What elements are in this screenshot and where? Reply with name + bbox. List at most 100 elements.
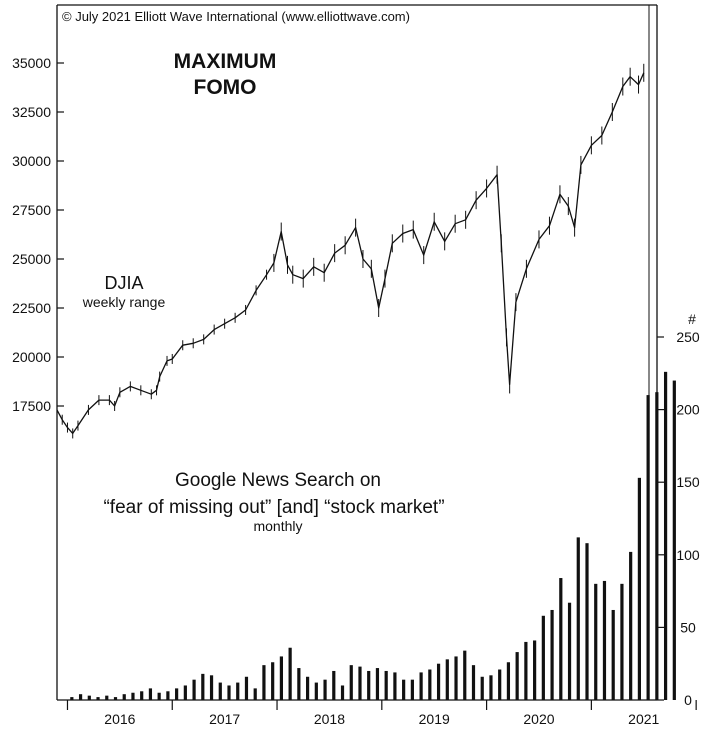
bar-mark bbox=[506, 662, 511, 700]
bar-mark bbox=[166, 691, 170, 700]
bar-mark bbox=[297, 668, 301, 700]
djia-y-tick-label: 30000 bbox=[12, 153, 51, 169]
bar-mark bbox=[576, 537, 580, 700]
bar-mark bbox=[140, 691, 144, 700]
bar-mark bbox=[445, 659, 449, 700]
bar-mark bbox=[201, 673, 205, 700]
bar-mark bbox=[340, 685, 345, 700]
bar-mark bbox=[236, 682, 240, 700]
djia-y-tick-label: 17500 bbox=[12, 398, 51, 414]
bar-mark bbox=[620, 583, 624, 700]
bar-mark bbox=[148, 688, 153, 700]
count-y-tick-label: 100 bbox=[676, 547, 700, 563]
bar-mark bbox=[78, 694, 83, 700]
djia-y-tick-label: 32500 bbox=[12, 104, 51, 120]
bar-mark bbox=[480, 676, 484, 700]
bar-mark bbox=[393, 672, 397, 700]
bar-mark bbox=[105, 695, 109, 700]
google-label-line2: “fear of missing out” [and] “stock marke… bbox=[103, 497, 444, 518]
bar-mark bbox=[323, 679, 327, 700]
bar-mark bbox=[655, 392, 659, 700]
bar-mark bbox=[489, 675, 493, 700]
bar-mark bbox=[410, 679, 414, 700]
bar-mark bbox=[279, 656, 284, 700]
bar-mark bbox=[367, 670, 371, 700]
count-y-tick-label: 50 bbox=[680, 619, 696, 635]
bar-mark bbox=[375, 668, 380, 700]
bar-mark bbox=[227, 685, 231, 700]
x-year-label: 2021 bbox=[628, 711, 659, 727]
google-label-line3: monthly bbox=[253, 518, 302, 534]
left-axis: 17500 20000 22500 25000 27500 30000 32500 35000 bbox=[12, 55, 64, 414]
bar-mark bbox=[428, 669, 432, 700]
bar-mark bbox=[96, 697, 100, 700]
djia-line bbox=[56, 63, 645, 439]
bar-mark bbox=[637, 477, 641, 700]
bar-mark bbox=[602, 580, 607, 700]
bar-mark bbox=[436, 663, 441, 700]
bar-mark bbox=[454, 656, 458, 700]
bar-mark bbox=[471, 665, 476, 700]
bar-mark bbox=[550, 609, 554, 700]
bar-mark bbox=[402, 679, 406, 700]
bar-mark bbox=[253, 688, 257, 700]
bar-mark bbox=[646, 395, 650, 700]
bar-mark bbox=[515, 652, 519, 700]
bar-mark bbox=[567, 602, 572, 700]
bar-mark bbox=[419, 672, 423, 700]
bar-mark bbox=[541, 615, 545, 700]
bar-mark bbox=[157, 692, 161, 700]
bar-mark bbox=[131, 692, 135, 700]
bar-mark bbox=[122, 694, 126, 700]
bar-mark bbox=[358, 666, 362, 700]
bar-mark bbox=[524, 641, 528, 700]
bar-mark bbox=[585, 543, 589, 700]
bar-mark bbox=[192, 679, 196, 700]
google-label-line1: Google News Search on bbox=[175, 470, 381, 491]
bar-mark bbox=[209, 675, 214, 700]
bar-mark bbox=[113, 697, 118, 700]
bar-mark bbox=[663, 371, 668, 700]
x-year-label: 2018 bbox=[314, 711, 345, 727]
count-y-tick-label: 250 bbox=[676, 329, 700, 345]
bar-mark bbox=[305, 676, 310, 700]
bar-mark bbox=[218, 682, 222, 700]
bar-mark bbox=[463, 650, 467, 700]
bar-mark bbox=[175, 688, 179, 700]
bar-mark bbox=[314, 682, 318, 700]
djia-y-tick-label: 20000 bbox=[12, 349, 51, 365]
bar-mark bbox=[594, 583, 598, 700]
x-year-label: 2020 bbox=[523, 711, 554, 727]
bar-mark bbox=[629, 551, 633, 700]
bar-mark bbox=[271, 662, 275, 700]
bar-mark bbox=[70, 697, 74, 700]
x-year-label: 2016 bbox=[104, 711, 135, 727]
bars bbox=[70, 371, 676, 700]
bar-mark bbox=[611, 609, 615, 700]
djia-series-line bbox=[56, 72, 645, 435]
bar-mark bbox=[384, 670, 388, 700]
bar-mark bbox=[244, 676, 249, 700]
bar-mark bbox=[672, 380, 676, 700]
bar-mark bbox=[559, 578, 563, 700]
count-y-tick-label: 0 bbox=[684, 692, 692, 708]
djia-y-tick-label: 35000 bbox=[12, 55, 51, 71]
x-axis: 2016 2017 2018 2019 2020 2021 bbox=[66, 700, 697, 727]
bar-mark bbox=[349, 665, 353, 700]
bar-mark bbox=[183, 685, 187, 700]
bar-mark bbox=[288, 647, 292, 700]
count-y-tick-label: 200 bbox=[676, 402, 700, 418]
right-axis: 0 50 100 150 200 250 bbox=[657, 329, 700, 708]
x-year-label: 2017 bbox=[209, 711, 240, 727]
bar-mark bbox=[332, 670, 336, 700]
copyright-text: © July 2021 Elliott Wave International (… bbox=[62, 9, 410, 24]
count-y-tick-label: 150 bbox=[676, 474, 700, 490]
right-axis-unit: # bbox=[688, 311, 696, 327]
bar-mark bbox=[87, 695, 91, 700]
bar-mark bbox=[262, 665, 266, 700]
djia-sublabel: weekly range bbox=[82, 294, 166, 310]
djia-y-tick-label: 27500 bbox=[12, 202, 51, 218]
djia-y-tick-label: 25000 bbox=[12, 251, 51, 267]
